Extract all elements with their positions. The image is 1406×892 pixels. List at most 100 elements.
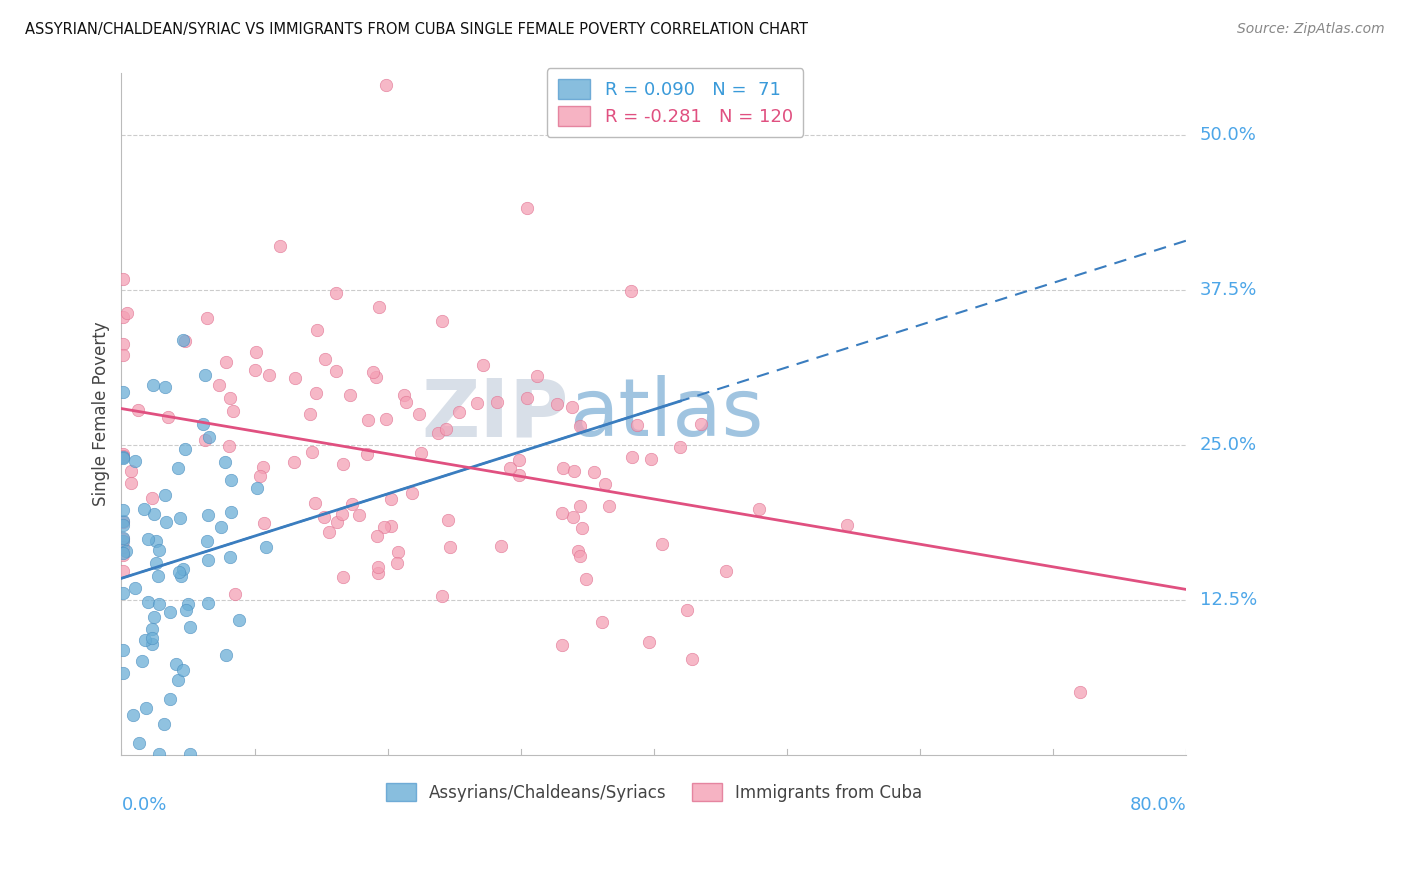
Point — [249, 468, 271, 483]
Point — [224, 587, 246, 601]
Point — [143, 507, 166, 521]
Point — [426, 426, 449, 441]
Point — [111, 447, 134, 461]
Point — [141, 491, 163, 506]
Point — [111, 534, 134, 549]
Point — [489, 540, 512, 554]
Point — [134, 633, 156, 648]
Point — [170, 568, 193, 582]
Point — [141, 637, 163, 651]
Point — [128, 735, 150, 749]
Point — [437, 513, 460, 527]
Point — [392, 387, 415, 401]
Point — [219, 549, 242, 564]
Point — [304, 495, 326, 509]
Point — [374, 412, 396, 426]
Legend: Assyrians/Chaldeans/Syriacs, Immigrants from Cuba: Assyrians/Chaldeans/Syriacs, Immigrants … — [380, 776, 929, 808]
Point — [214, 455, 236, 469]
Point — [567, 544, 589, 558]
Point — [172, 562, 194, 576]
Point — [620, 450, 643, 465]
Point — [305, 386, 328, 401]
Point — [111, 564, 134, 578]
Text: 12.5%: 12.5% — [1201, 591, 1257, 609]
Point — [153, 380, 176, 394]
Point — [508, 467, 530, 482]
Point — [401, 485, 423, 500]
Point — [465, 396, 488, 410]
Point — [120, 476, 142, 491]
Point — [568, 549, 591, 563]
Point — [748, 502, 770, 516]
Point — [326, 515, 349, 529]
Point — [339, 388, 361, 402]
Point — [124, 581, 146, 595]
Point — [145, 556, 167, 570]
Point — [380, 518, 402, 533]
Point — [155, 515, 177, 529]
Text: 37.5%: 37.5% — [1201, 281, 1257, 299]
Point — [111, 516, 134, 530]
Point — [254, 540, 277, 554]
Point — [167, 566, 190, 580]
Text: ZIP: ZIP — [422, 376, 568, 453]
Point — [434, 422, 457, 436]
Point — [141, 622, 163, 636]
Point — [197, 553, 219, 567]
Point — [120, 464, 142, 478]
Point — [111, 385, 134, 400]
Point — [165, 657, 187, 672]
Point — [122, 707, 145, 722]
Point — [222, 404, 245, 418]
Point — [562, 465, 585, 479]
Point — [124, 454, 146, 468]
Point — [219, 505, 242, 519]
Point — [1069, 685, 1091, 699]
Point — [356, 447, 378, 461]
Point — [283, 455, 305, 469]
Point — [246, 481, 269, 495]
Point — [173, 442, 195, 456]
Point — [215, 648, 238, 663]
Point — [195, 534, 218, 549]
Point — [508, 452, 530, 467]
Point — [430, 589, 453, 603]
Point — [439, 540, 461, 554]
Text: 80.0%: 80.0% — [1129, 797, 1187, 814]
Point — [111, 533, 134, 547]
Point — [141, 631, 163, 645]
Point — [675, 603, 697, 617]
Point — [430, 314, 453, 328]
Point — [312, 510, 335, 524]
Point — [598, 499, 620, 513]
Point — [472, 358, 495, 372]
Point — [551, 638, 574, 652]
Point — [640, 451, 662, 466]
Point — [159, 605, 181, 619]
Point — [651, 537, 673, 551]
Point — [172, 663, 194, 677]
Point — [111, 451, 134, 466]
Point — [111, 517, 134, 532]
Point — [197, 508, 219, 522]
Point — [243, 363, 266, 377]
Point — [193, 433, 215, 447]
Point — [395, 394, 418, 409]
Point — [551, 506, 574, 520]
Point — [209, 520, 232, 534]
Point — [194, 368, 217, 383]
Point — [111, 546, 134, 560]
Point — [111, 347, 134, 361]
Point — [135, 701, 157, 715]
Point — [228, 613, 250, 627]
Point — [166, 461, 188, 475]
Point — [167, 673, 190, 687]
Point — [153, 717, 176, 731]
Point — [387, 545, 409, 559]
Point — [142, 378, 165, 392]
Point — [364, 370, 387, 384]
Point — [714, 564, 737, 578]
Point — [179, 747, 201, 761]
Point — [195, 311, 218, 326]
Point — [301, 445, 323, 459]
